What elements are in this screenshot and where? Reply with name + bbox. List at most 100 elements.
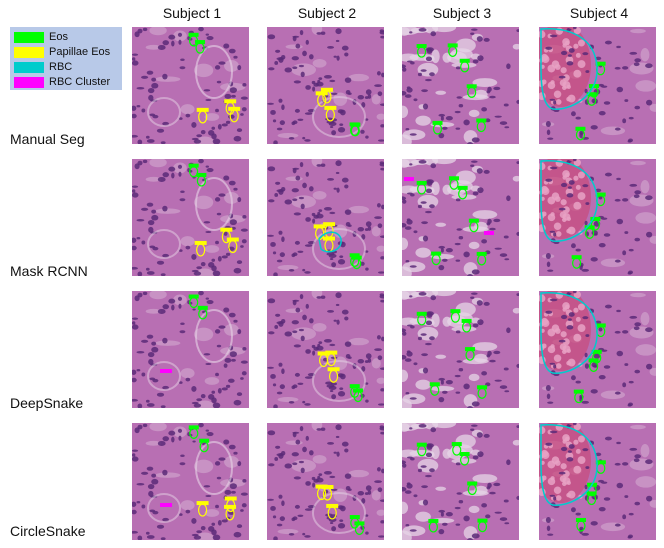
- eos-marker: [450, 309, 461, 323]
- eos-marker: [575, 517, 586, 532]
- papillae-eos-marker: [326, 503, 339, 520]
- eos-marker: [199, 438, 210, 453]
- rbc-cluster-marker: [484, 231, 494, 235]
- legend-label: RBC Cluster: [49, 76, 111, 88]
- papillae-eos-marker: [226, 237, 239, 254]
- papillae-eos-marker: [324, 105, 337, 122]
- tissue-tile: [267, 423, 384, 540]
- eos-marker: [465, 347, 476, 361]
- tissue-tile: [402, 27, 519, 144]
- eos-marker: [584, 225, 595, 239]
- tissue-tile: [539, 27, 656, 144]
- legend-item-rbc: RBC: [14, 60, 118, 74]
- column-title-subject-1: Subject 1: [162, 5, 222, 21]
- eos-marker: [588, 358, 599, 372]
- legend-swatch-papillae-eos: [14, 46, 44, 58]
- eos-marker: [429, 382, 440, 396]
- eos-marker: [467, 481, 478, 496]
- rbc-cluster-outline: [540, 160, 598, 242]
- legend-item-eos: Eos: [14, 30, 118, 44]
- column-title-subject-4: Subject 4: [569, 5, 629, 21]
- eos-marker: [197, 305, 208, 320]
- tissue-tile: [402, 423, 519, 540]
- tissue-tile: [539, 159, 656, 276]
- tissue-tile: [267, 27, 384, 144]
- tissue-image: [267, 27, 384, 144]
- eos-marker: [477, 385, 488, 399]
- tissue-image: [539, 291, 656, 408]
- eos-marker: [476, 118, 487, 133]
- column-title-subject-3: Subject 3: [432, 5, 492, 21]
- eos-marker: [590, 216, 601, 231]
- tissue-tile: [132, 159, 249, 276]
- eos-marker: [575, 126, 586, 141]
- eos-marker: [466, 84, 477, 98]
- row-label-mask-rcnn: Mask RCNN: [10, 263, 88, 279]
- eos-marker: [188, 425, 199, 439]
- eos-marker: [451, 442, 462, 456]
- eos-marker: [573, 389, 584, 404]
- eos-marker: [586, 491, 597, 506]
- rbc-cluster-outline: [540, 424, 598, 506]
- eos-marker: [586, 92, 597, 106]
- eos-marker: [447, 43, 458, 57]
- papillae-eos-marker: [321, 485, 334, 501]
- tissue-image: [267, 423, 384, 540]
- legend-swatch-rbc: [14, 61, 44, 73]
- row-label-deepsnake: DeepSnake: [10, 395, 84, 411]
- tissue-image: [402, 423, 519, 540]
- tissue-tile: [132, 423, 249, 540]
- tissue-image: [539, 27, 656, 144]
- tissue-tile: [132, 27, 249, 144]
- eos-marker: [428, 518, 439, 533]
- tissue-image: [267, 291, 384, 408]
- tissue-tile: [402, 159, 519, 276]
- legend-item-papillae-eos: Papillae Eos: [14, 45, 118, 59]
- eos-marker: [416, 180, 427, 195]
- eos-marker: [459, 58, 470, 73]
- legend-item-rbc-cluster: RBC Cluster: [14, 75, 118, 89]
- eos-marker: [457, 185, 468, 200]
- rbc-cluster-outline: [540, 292, 598, 374]
- legend-label: Papillae Eos: [49, 46, 111, 58]
- tissue-tile: [132, 291, 249, 408]
- rbc-cluster-marker: [160, 369, 172, 373]
- eos-marker: [351, 255, 362, 270]
- rbc-cluster-marker: [404, 177, 414, 181]
- row-label-circlesnake: CircleSnake: [10, 523, 86, 539]
- eos-marker: [188, 163, 199, 178]
- papillae-eos-marker: [196, 501, 209, 517]
- papillae-eos-marker: [228, 106, 241, 123]
- eos-marker: [416, 44, 427, 58]
- eos-marker: [477, 518, 488, 533]
- tissue-image: [539, 159, 656, 276]
- tissue-image: [539, 423, 656, 540]
- eos-marker: [461, 318, 472, 333]
- tissue-tile: [539, 423, 656, 540]
- row-label-manual-seg: Manual Seg: [10, 131, 85, 147]
- papillae-eos-marker: [325, 350, 338, 367]
- tissue-image: [132, 27, 249, 144]
- eos-marker: [449, 176, 460, 190]
- papillae-eos-marker: [315, 91, 328, 107]
- papillae-eos-marker: [327, 367, 340, 383]
- tissue-image: [132, 423, 249, 540]
- tissue-image: [132, 159, 249, 276]
- eos-marker: [416, 442, 427, 457]
- eos-marker: [196, 172, 207, 187]
- papillae-eos-marker: [220, 227, 233, 244]
- tissue-tile: [267, 159, 384, 276]
- tissue-image: [132, 291, 249, 408]
- rbc-cluster-marker: [160, 503, 172, 507]
- eos-marker: [350, 122, 361, 137]
- eos-marker: [354, 521, 365, 535]
- papillae-eos-marker: [196, 107, 209, 124]
- eos-marker: [571, 255, 582, 269]
- tissue-tile: [267, 291, 384, 408]
- legend-label: RBC: [49, 61, 73, 73]
- legend-swatch-rbc-cluster: [14, 76, 44, 88]
- eos-marker: [459, 452, 470, 466]
- column-title-subject-2: Subject 2: [297, 5, 357, 21]
- papillae-eos-marker: [194, 240, 207, 257]
- eos-marker: [468, 218, 479, 233]
